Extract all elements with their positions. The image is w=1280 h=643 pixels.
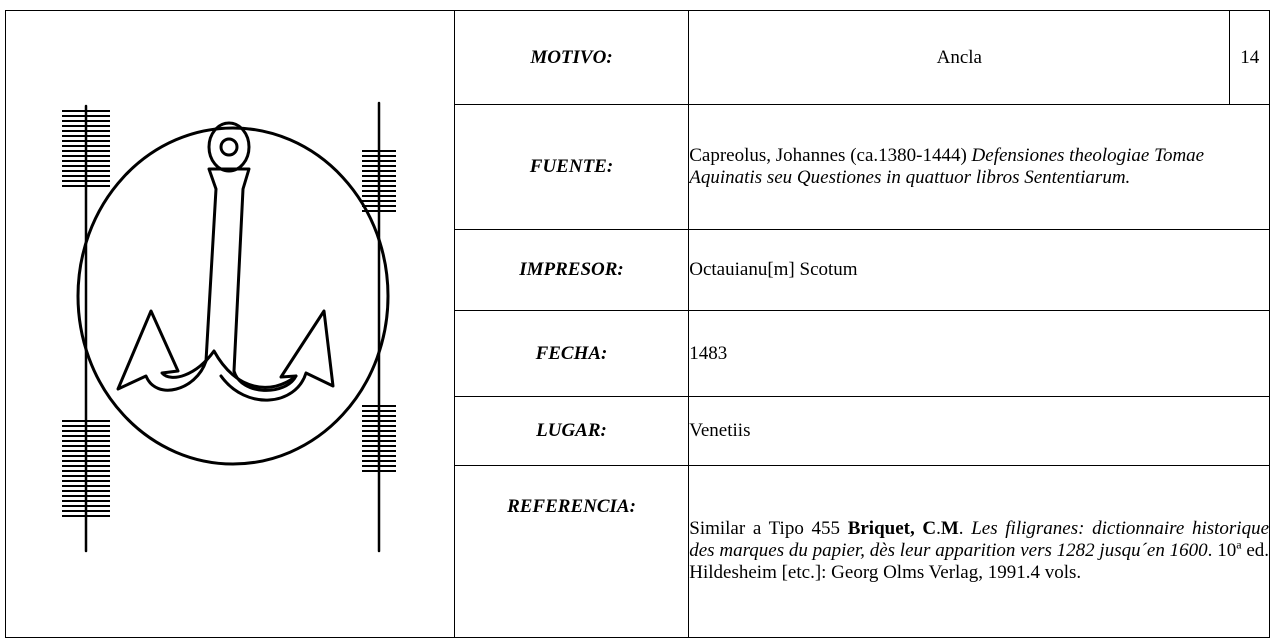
value-text: Ancla xyxy=(936,46,982,68)
anchor-ring xyxy=(207,121,251,173)
number: 14 xyxy=(1229,9,1270,106)
watermark-drawing xyxy=(62,101,396,553)
value: Similar a Tipo 455 Briquet, C.M. Les fil… xyxy=(688,464,1270,639)
value-text: Les filigranes: dictionnaire historique … xyxy=(689,518,1270,562)
label: IMPRESOR: xyxy=(453,229,690,312)
value: 1483 xyxy=(688,310,1270,397)
anchor-ring-hole xyxy=(219,137,239,157)
anchor-right-arm xyxy=(219,309,335,402)
value-text: 1483 xyxy=(689,342,728,364)
value-text: M xyxy=(940,518,959,540)
value-text: ed. Hildesheim [etc.]: Georg Olms Verlag… xyxy=(689,540,1269,584)
value: Capreolus, Johannes (ca.1380-1444) Defen… xyxy=(688,104,1270,231)
anchor-shank xyxy=(204,167,251,373)
value: Octauianu[m] Scotum xyxy=(688,229,1270,312)
value-text: Similar a Tipo 455 xyxy=(689,518,848,540)
anchor-left-arm xyxy=(116,309,298,392)
value-text: a xyxy=(1236,538,1242,553)
value: Venetiis xyxy=(688,395,1270,466)
label: MOTIVO: xyxy=(453,9,690,106)
value-text: . 10 xyxy=(1207,540,1237,562)
chain-lines xyxy=(62,110,396,517)
value-text: . xyxy=(936,518,941,540)
watermark-cell xyxy=(5,10,455,638)
value-text: Venetiis xyxy=(689,419,751,441)
label: FUENTE: xyxy=(453,104,690,231)
value-text: Capreolus, Johannes (ca.1380-1444) xyxy=(689,145,972,167)
value-text: Briquet, C xyxy=(847,518,937,540)
label: FECHA: xyxy=(453,310,690,397)
value-text: . xyxy=(958,518,972,540)
value-text: Defensiones theologiae Tomae Aquinatis s… xyxy=(689,145,1205,189)
value-text: Octauianu[m] Scotum xyxy=(689,259,858,281)
record-table: MOTIVO: Ancla 14 FUENTE: Capreolus, Joha… xyxy=(5,9,1270,639)
label: LUGAR: xyxy=(453,395,690,466)
circle xyxy=(76,126,390,466)
label: REFERENCIA: xyxy=(453,464,690,639)
value: Ancla xyxy=(688,9,1231,106)
